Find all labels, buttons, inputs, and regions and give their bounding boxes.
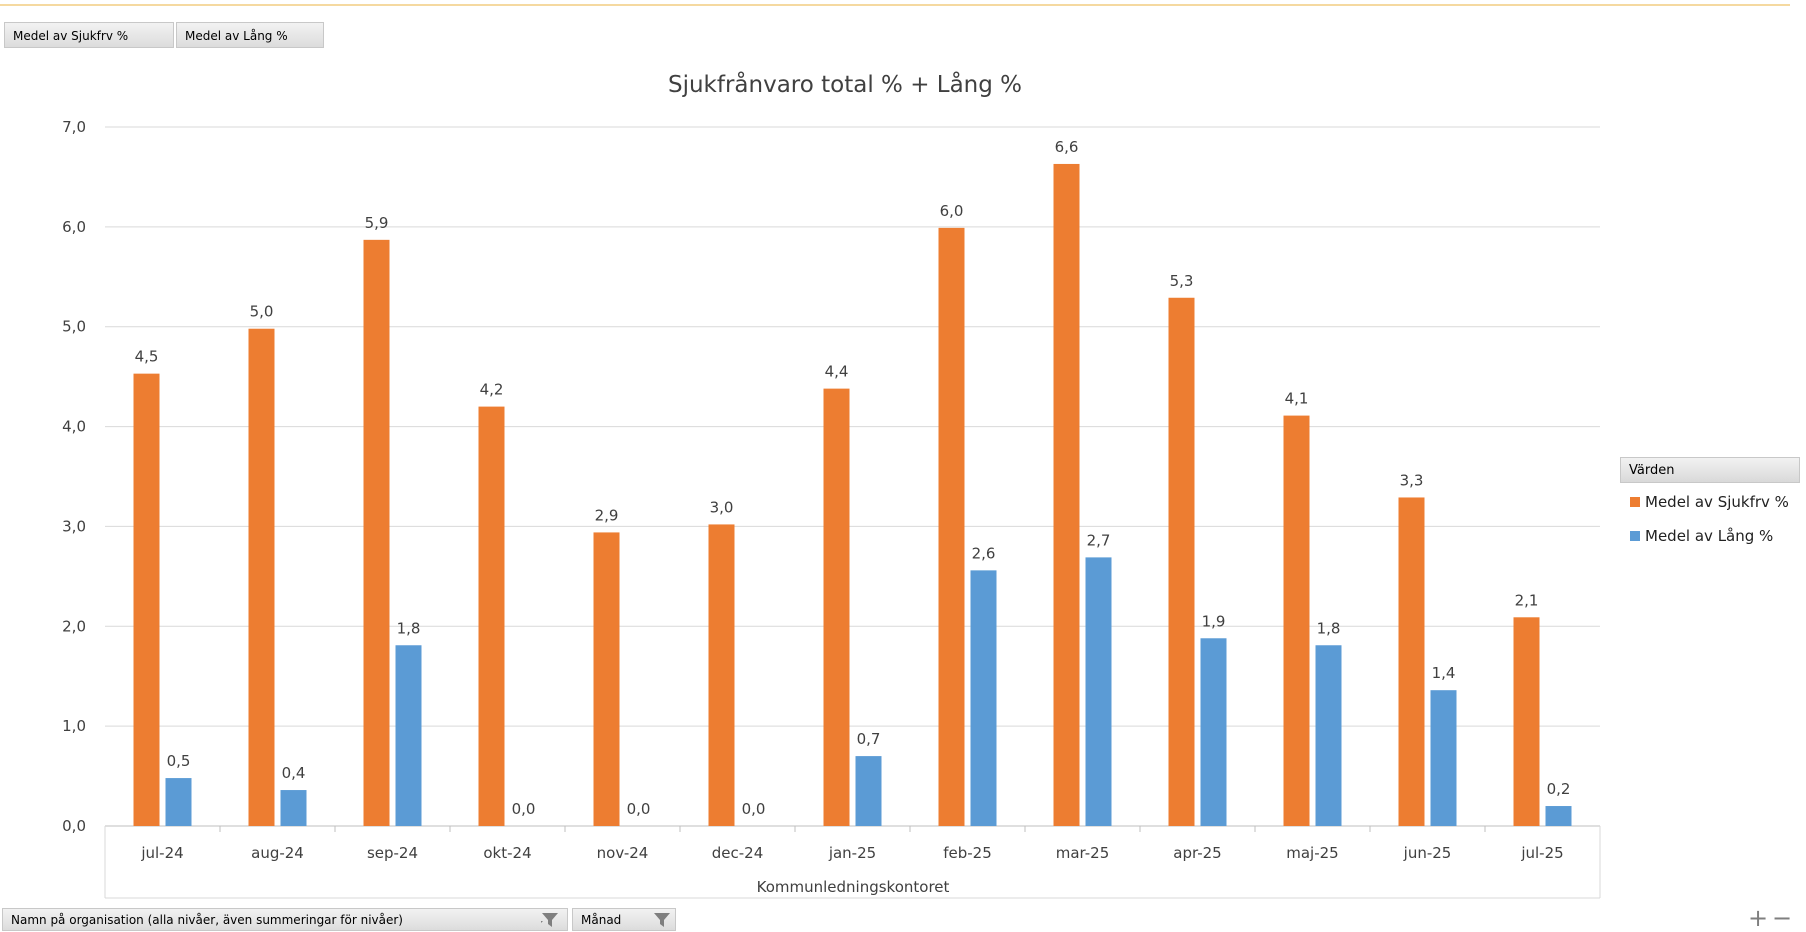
top-border: [0, 4, 1790, 6]
filter-manad-label: Månad: [581, 913, 622, 927]
bar-sjukfrv[interactable]: [1168, 297, 1195, 826]
data-label: 5,9: [365, 214, 389, 232]
bar-sjukfrv[interactable]: [133, 373, 160, 826]
x-tick-label: dec-24: [712, 844, 764, 862]
field-button-sjukfrv[interactable]: Medel av Sjukfrv %: [4, 22, 174, 48]
data-label: 3,3: [1400, 471, 1424, 489]
chart-title: Sjukfrånvaro total % + Lång %: [668, 70, 1022, 98]
x-tick-label: jun-25: [1403, 844, 1452, 862]
filter-organisation[interactable]: Namn på organisation (alla nivåer, även …: [2, 908, 568, 931]
bar-sjukfrv[interactable]: [248, 328, 275, 826]
data-label: 0,5: [167, 752, 191, 770]
x-tick-label: jan-25: [828, 844, 876, 862]
filter-organisation-label: Namn på organisation (alla nivåer, även …: [11, 913, 403, 927]
data-label: 0,2: [1547, 780, 1571, 798]
x-axis-label: Kommunledningskontoret: [757, 878, 950, 896]
data-label: 0,0: [512, 800, 536, 818]
y-tick-label: 7,0: [62, 118, 86, 136]
x-tick-label: nov-24: [597, 844, 649, 862]
data-label: 1,8: [397, 619, 421, 637]
x-tick-label: aug-24: [251, 844, 304, 862]
data-label: 0,7: [857, 730, 881, 748]
field-button-lang[interactable]: Medel av Lång %: [176, 22, 324, 48]
data-label: 2,9: [595, 506, 619, 524]
data-label: 2,6: [972, 544, 996, 562]
x-tick-label: maj-25: [1286, 844, 1338, 862]
y-tick-label: 5,0: [62, 318, 86, 336]
data-label: 0,0: [627, 800, 651, 818]
bar-lang[interactable]: [855, 756, 882, 826]
bar-sjukfrv[interactable]: [593, 532, 620, 826]
bar-lang[interactable]: [1315, 645, 1342, 826]
bar-lang[interactable]: [1200, 638, 1227, 826]
data-label: 0,4: [282, 764, 306, 782]
bar-sjukfrv[interactable]: [1283, 415, 1310, 826]
bar-sjukfrv[interactable]: [708, 524, 735, 826]
legend-label-lang: Medel av Lång %: [1645, 527, 1774, 545]
data-label: 1,4: [1432, 664, 1456, 682]
x-tick-label: jul-24: [140, 844, 183, 862]
data-label: 5,3: [1170, 272, 1194, 290]
bar-lang[interactable]: [1085, 557, 1112, 826]
x-tick-label: sep-24: [367, 844, 418, 862]
bar-lang[interactable]: [165, 778, 192, 826]
data-label: 3,0: [710, 498, 734, 516]
y-tick-label: 4,0: [62, 418, 86, 436]
data-label: 5,0: [250, 303, 274, 321]
y-tick-label: 6,0: [62, 218, 86, 236]
data-label: 6,0: [940, 202, 964, 220]
filter-manad[interactable]: Månad: [572, 908, 676, 931]
data-label: 6,6: [1055, 138, 1079, 156]
bar-sjukfrv[interactable]: [1398, 497, 1425, 826]
legend-swatch-sjukfrv: [1630, 497, 1640, 507]
x-tick-label: feb-25: [943, 844, 992, 862]
bar-lang[interactable]: [970, 570, 997, 826]
funnel-icon[interactable]: [541, 911, 559, 929]
data-label: 4,1: [1285, 390, 1309, 408]
legend-item-lang: Medel av Lång %: [1630, 526, 1773, 546]
data-label: 1,9: [1202, 612, 1226, 630]
bar-sjukfrv[interactable]: [823, 388, 850, 826]
y-tick-label: 0,0: [62, 817, 86, 835]
data-label: 1,8: [1317, 619, 1341, 637]
legend-title[interactable]: Värden: [1620, 457, 1800, 483]
bar-sjukfrv[interactable]: [1513, 617, 1540, 826]
y-tick-label: 2,0: [62, 617, 86, 635]
bar-sjukfrv[interactable]: [363, 239, 390, 827]
bar-sjukfrv[interactable]: [1053, 163, 1080, 826]
legend-label-sjukfrv: Medel av Sjukfrv %: [1645, 493, 1789, 511]
data-label: 4,2: [480, 381, 504, 399]
funnel-icon[interactable]: [653, 911, 671, 929]
y-tick-label: 3,0: [62, 517, 86, 535]
x-tick-label: apr-25: [1173, 844, 1221, 862]
bar-lang[interactable]: [280, 790, 307, 826]
x-tick-label: jul-25: [1520, 844, 1563, 862]
bar-lang[interactable]: [1430, 690, 1457, 826]
zoom-in-button[interactable]: +: [1748, 904, 1769, 932]
x-tick-label: mar-25: [1056, 844, 1110, 862]
zoom-out-button[interactable]: −: [1772, 904, 1793, 932]
bar-sjukfrv[interactable]: [478, 406, 505, 826]
data-label: 2,1: [1515, 591, 1539, 609]
data-label: 2,7: [1087, 531, 1111, 549]
bar-lang[interactable]: [395, 645, 422, 826]
x-tick-label: okt-24: [483, 844, 531, 862]
legend-swatch-lang: [1630, 531, 1640, 541]
data-label: 4,4: [825, 363, 849, 381]
data-label: 4,5: [135, 348, 159, 366]
bar-lang[interactable]: [1545, 806, 1572, 826]
legend-item-sjukfrv: Medel av Sjukfrv %: [1630, 492, 1789, 512]
y-tick-label: 1,0: [62, 717, 86, 735]
data-label: 0,0: [742, 800, 766, 818]
bar-sjukfrv[interactable]: [938, 227, 965, 826]
